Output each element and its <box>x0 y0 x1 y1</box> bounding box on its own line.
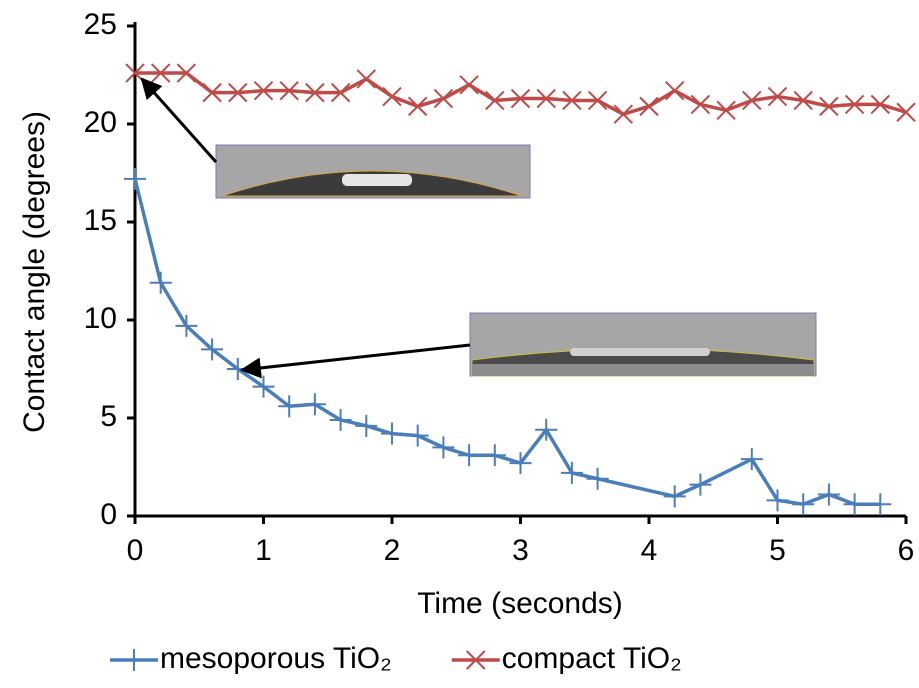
point-marker <box>535 418 558 441</box>
point-marker <box>817 483 840 506</box>
point-marker <box>819 96 839 117</box>
point-marker <box>356 69 377 89</box>
point-marker <box>843 493 866 516</box>
point-marker <box>716 100 736 120</box>
point-marker <box>742 90 762 111</box>
point-marker <box>870 94 891 115</box>
point-marker <box>586 467 609 490</box>
point-marker <box>587 90 608 111</box>
point-marker <box>201 338 224 361</box>
x-tick-label: 5 <box>769 534 786 567</box>
point-marker <box>279 80 299 101</box>
x-tick-label: 6 <box>898 534 915 567</box>
point-marker <box>896 102 916 122</box>
point-marker <box>510 88 531 109</box>
x-tick-label: 3 <box>512 534 529 567</box>
inset-mesoporous <box>239 312 817 379</box>
point-marker <box>253 80 274 101</box>
point-marker <box>406 424 429 447</box>
point-marker <box>869 493 892 516</box>
point-marker <box>766 489 789 512</box>
point-marker <box>483 444 506 467</box>
y-tick-label: 10 <box>84 302 117 335</box>
legend: mesoporous TiO₂ compact TiO₂ <box>110 642 682 675</box>
x-tick-label: 4 <box>641 534 658 567</box>
y-tick-label: 0 <box>100 498 117 531</box>
point-marker <box>562 90 582 111</box>
plot-area: 0 5 10 15 20 25 0 1 2 3 4 5 6 <box>84 8 916 567</box>
point-marker <box>509 452 532 475</box>
point-marker <box>664 80 685 101</box>
point-marker <box>305 82 325 103</box>
x-axis-title: Time (seconds) <box>417 587 623 620</box>
point-marker <box>844 94 865 115</box>
point-marker <box>793 90 813 111</box>
point-marker <box>560 461 583 484</box>
point-marker <box>407 96 428 117</box>
y-axis-title: Contact angle (degrees) <box>18 111 51 433</box>
point-marker <box>536 88 556 109</box>
point-marker <box>124 167 146 190</box>
legend-marker <box>123 649 145 671</box>
point-marker <box>639 96 659 117</box>
point-marker <box>432 436 455 459</box>
point-marker <box>252 375 275 398</box>
point-marker <box>278 395 301 418</box>
x-tick-label: 0 <box>127 534 144 567</box>
point-marker <box>740 448 763 471</box>
point-marker <box>330 82 351 103</box>
point-marker <box>202 82 222 103</box>
point-marker <box>485 90 505 111</box>
point-marker <box>613 104 634 124</box>
point-marker <box>382 86 402 107</box>
inset-compact <box>140 77 531 199</box>
legend-label: compact TiO₂ <box>502 642 682 675</box>
point-marker <box>689 473 712 496</box>
point-marker <box>767 86 788 107</box>
x-tick-label: 1 <box>255 534 272 567</box>
y-tick-label: 5 <box>100 400 117 433</box>
legend-marker <box>466 650 486 670</box>
point-marker <box>458 444 481 467</box>
point-marker <box>149 271 172 294</box>
x-tick-label: 2 <box>384 534 401 567</box>
point-marker <box>355 414 378 437</box>
y-tick-label: 15 <box>84 204 117 237</box>
point-marker <box>433 88 454 109</box>
point-marker <box>381 422 403 445</box>
point-marker <box>690 94 711 115</box>
point-marker <box>459 75 479 95</box>
y-tick-label: 25 <box>84 8 117 41</box>
point-marker <box>228 82 248 103</box>
y-tick-label: 20 <box>84 106 117 139</box>
point-marker <box>329 408 352 431</box>
point-marker <box>663 485 686 508</box>
series-line <box>135 71 907 116</box>
point-marker <box>303 393 326 416</box>
point-marker <box>176 63 197 83</box>
legend-label: mesoporous TiO₂ <box>160 642 392 675</box>
point-marker <box>792 493 815 516</box>
point-marker <box>175 314 198 337</box>
